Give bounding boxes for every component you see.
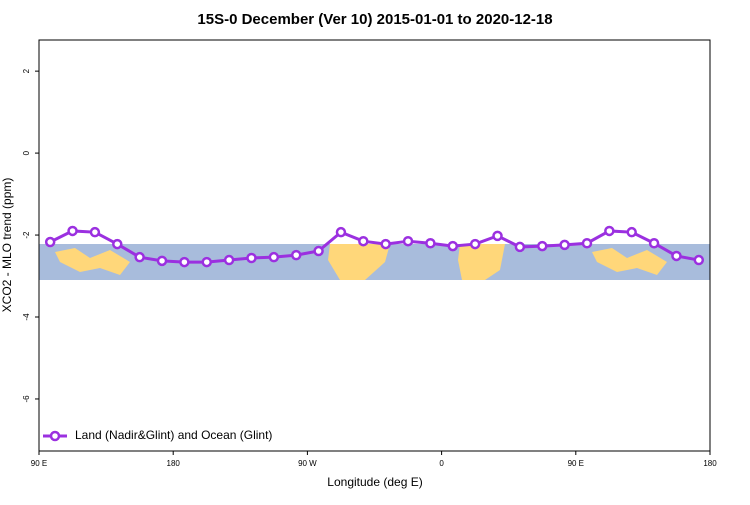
legend-label: Land (Nadir&Glint) and Ocean (Glint) xyxy=(75,428,272,442)
y-tick-label: -2 xyxy=(22,231,31,239)
data-point xyxy=(693,254,705,266)
x-tick-label: 90 W xyxy=(298,459,317,468)
x-tick-label: 180 xyxy=(703,459,717,468)
data-point xyxy=(335,226,347,238)
data-point xyxy=(358,235,369,247)
y-axis-label: XCO2 - MLO trend (ppm) xyxy=(0,178,14,313)
x-tick-label: 0 xyxy=(439,459,444,468)
plot-frame xyxy=(38,39,711,452)
data-point xyxy=(201,256,212,268)
data-point xyxy=(268,251,280,263)
x-axis-label: Longitude (deg E) xyxy=(327,475,422,489)
x-tick-label: 180 xyxy=(167,459,181,468)
map-background xyxy=(39,244,710,280)
data-point xyxy=(223,254,235,266)
data-point xyxy=(112,238,123,250)
data-point xyxy=(425,237,436,249)
y-tick-label: 2 xyxy=(22,68,31,73)
legend-marker xyxy=(49,430,61,442)
data-point xyxy=(447,240,459,252)
data-point xyxy=(402,235,414,247)
data-point xyxy=(514,241,526,253)
data-point xyxy=(581,237,593,249)
y-tick-label: -4 xyxy=(22,313,31,321)
y-tick-label: 0 xyxy=(22,150,31,155)
data-point xyxy=(246,252,257,264)
data-point xyxy=(559,239,570,251)
data-point xyxy=(604,225,615,237)
data-point xyxy=(492,230,503,242)
data-point xyxy=(89,226,101,238)
data-point xyxy=(671,250,682,262)
data-point xyxy=(156,255,168,267)
data-point xyxy=(380,238,391,250)
data-point xyxy=(648,237,660,249)
data-point xyxy=(469,238,481,250)
data-point xyxy=(179,256,190,268)
data-point xyxy=(67,225,78,237)
x-tick-label: 90 E xyxy=(31,459,47,468)
data-point xyxy=(626,226,637,238)
data-point xyxy=(44,236,56,248)
data-point xyxy=(290,249,302,261)
y-tick-label: -6 xyxy=(22,395,31,403)
data-point xyxy=(134,251,145,263)
chart-title: 15S-0 December (Ver 10) 2015-01-01 to 20… xyxy=(197,11,552,28)
data-point xyxy=(313,245,324,257)
data-point xyxy=(537,240,548,252)
x-tick-label: 90 E xyxy=(568,459,584,468)
